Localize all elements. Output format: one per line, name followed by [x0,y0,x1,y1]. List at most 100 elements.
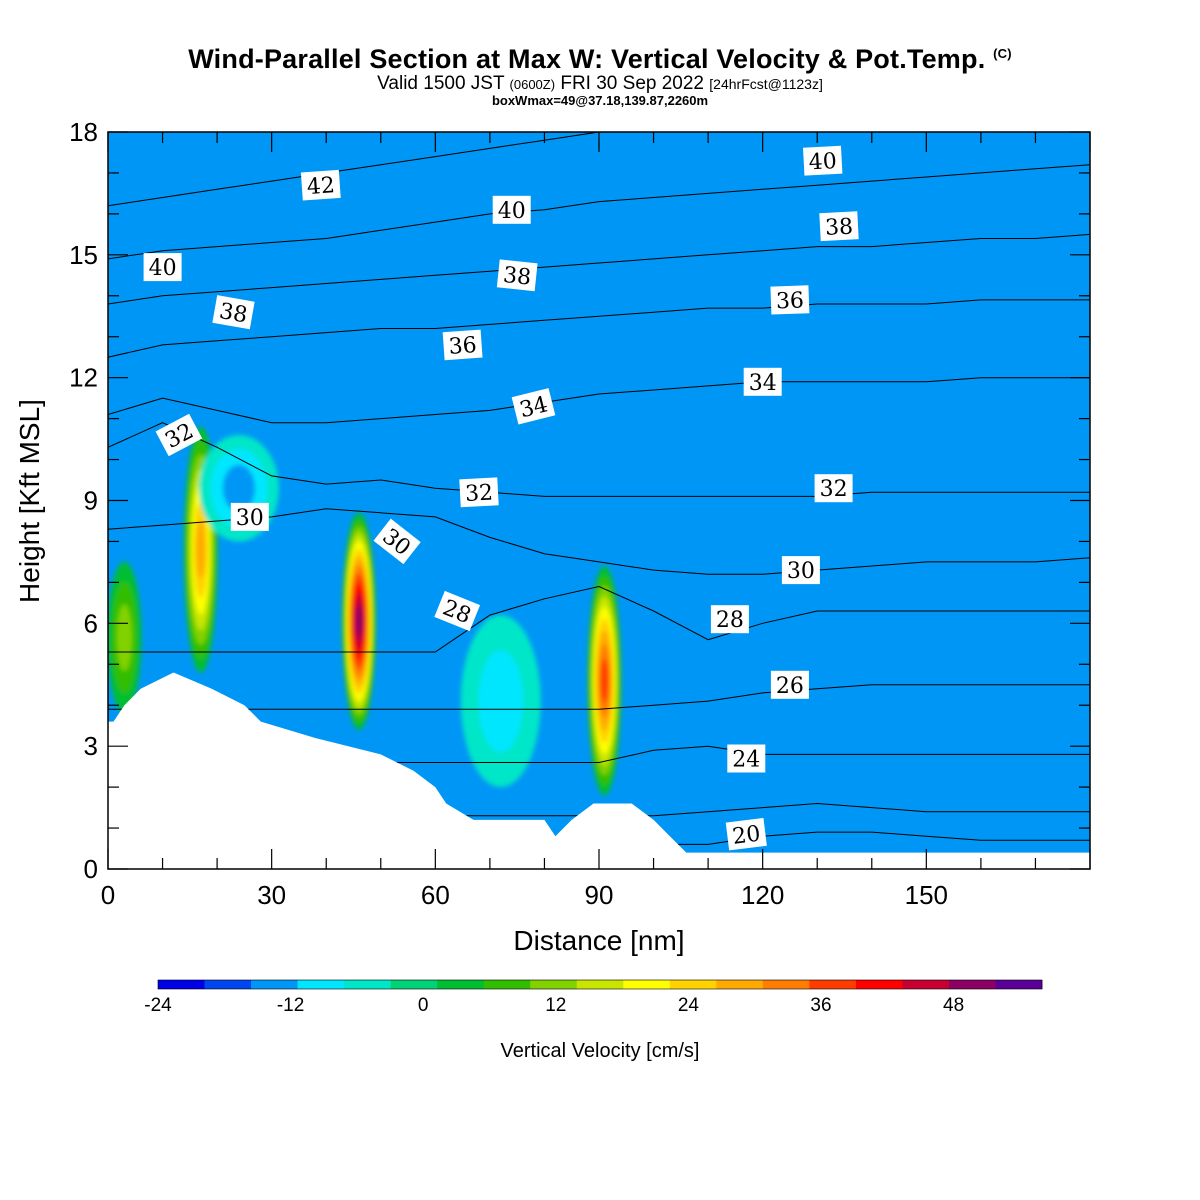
colorbar-label: Vertical Velocity [cm/s] [501,1040,700,1062]
theta-label-text: 40 [149,256,177,281]
velocity-feature-2 [587,566,622,796]
theta-label: 26 [770,670,809,699]
colorbar-tick-label: -12 [277,995,304,1016]
y-tick-label: 3 [84,731,98,761]
theta-label: 30 [781,556,820,585]
colorbar-swatch [855,980,903,989]
theta-label: 28 [710,605,749,634]
chart-title-main: Wind-Parallel Section at Max W: Vertical… [188,44,986,74]
colorbar-swatch [576,980,624,989]
colorbar-swatch [669,980,717,989]
theta-label-text: 26 [776,674,804,699]
theta-label-text: 38 [824,214,853,240]
colorbar-tick-label: 12 [545,995,566,1016]
y-tick-label: 0 [84,854,98,884]
theta-label: 38 [496,259,538,292]
theta-label: 38 [819,211,859,242]
x-tick-label: 30 [257,880,286,910]
valid-time-utc: (0600Z) [509,77,556,92]
colorbar-tick-label: 48 [943,995,964,1016]
theta-label: 20 [725,817,767,851]
colorbar-swatch [762,980,810,989]
x-tick-label: 60 [421,880,450,910]
colorbar: -24 -12 0 12 24 36 48 [144,979,1043,1016]
theta-label: 40 [143,253,182,282]
theta-label-text: 28 [716,608,744,633]
theta-contour-40 [108,164,1090,260]
x-tick-label: 150 [905,880,948,910]
velocity-feature-3 [108,561,142,714]
theta-label-text: 36 [448,333,478,360]
colorbar-swatch [530,980,578,989]
x-tick-label: 90 [585,880,614,910]
theta-label-text: 32 [820,477,848,502]
y-tick-label: 6 [84,608,98,638]
theta-contour-28 [108,585,1090,653]
colorbar-swatch [251,980,298,989]
theta-contour-36 [108,299,1090,358]
colorbar-tick-label: -24 [144,995,172,1016]
colorbar-swatch [204,980,252,989]
chart-subtitle: Valid 1500 JST (0600Z) FRI 30 Sep 2022 [… [0,73,1200,95]
theta-label: 38 [212,295,255,330]
theta-label: 36 [442,329,483,361]
theta-label: 40 [802,145,843,176]
theta-contour-42 [108,132,606,207]
colorbar-swatch [623,980,671,989]
theta-label: 42 [300,169,341,201]
x-tick-label: 0 [101,880,115,910]
colorbar-swatch [716,980,764,989]
colorbar-swatch [390,980,438,989]
colorbar-tick-label: 0 [418,995,429,1016]
y-axis-label: Height [Kft MSL] [14,399,45,603]
x-tick-label: 120 [741,880,784,910]
theta-label-text: 24 [732,748,760,773]
theta-label: 34 [743,367,782,396]
valid-time: Valid 1500 JST [377,73,505,94]
theta-label: 30 [230,502,269,531]
theta-label-text: 30 [787,559,815,584]
theta-contour-32 [108,422,1090,497]
theta-label-text: 38 [502,263,532,291]
colorbar-swatch [483,980,531,989]
colorbar-swatch [809,980,857,989]
theta-label-text: 34 [749,371,777,396]
colorbar-swatch [902,980,950,989]
y-tick-label: 18 [69,117,98,147]
theta-label-text: 40 [808,149,837,175]
valid-date: FRI 30 Sep 2022 [560,73,704,94]
terrain-shape [108,672,1090,869]
theta-contour-30 [108,508,1090,575]
colorbar-swatch [297,980,345,989]
copyright-mark: (C) [993,46,1012,61]
y-tick-label: 12 [69,363,98,393]
theta-label-text: 20 [731,822,762,850]
chart-title: Wind-Parallel Section at Max W: Vertical… [0,44,1200,75]
theta-label-text: 36 [776,288,805,314]
theta-label: 36 [770,285,810,315]
theta-label-text: 30 [236,506,264,531]
box-info: boxWmax=49@37.18,139.87,2260m [491,93,709,108]
colorbar-tick-label: 36 [810,995,831,1016]
theta-contour-34 [108,377,1090,424]
theta-label-text: 40 [498,199,526,224]
velocity-feature-1 [341,512,376,730]
theta-label-text: 38 [217,299,249,328]
colorbar-tick-label: 24 [678,995,700,1016]
forecast-info: [24hrFcst@1123z] [709,76,823,92]
theta-label-text: 32 [464,481,493,507]
colorbar-frame [157,979,1043,990]
colorbar-swatch [344,980,392,989]
theta-label: 24 [727,744,766,773]
terrain-mask [108,672,1090,869]
y-tick-label: 9 [84,486,98,516]
theta-label: 40 [492,195,531,224]
velocity-feature-4 [460,615,541,788]
theta-contour-38 [108,233,1090,305]
y-tick-label: 15 [69,240,98,270]
theta-label: 32 [459,477,499,508]
theta-label-text: 42 [306,173,336,200]
